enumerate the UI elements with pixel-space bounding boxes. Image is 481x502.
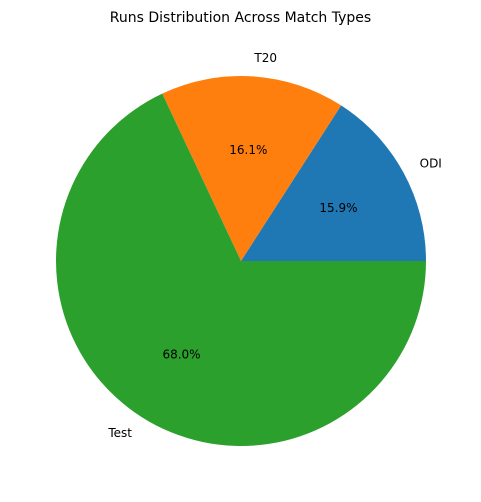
pie-slice-test	[55, 93, 426, 446]
chart-title: Runs Distribution Across Match Types	[110, 10, 371, 26]
slice-label-odi: ODI	[420, 157, 442, 171]
pie-slice-t20	[162, 76, 342, 262]
pie-slices	[55, 76, 426, 446]
pie-slice-odi	[241, 105, 426, 261]
slice-percent-t20: 16.1%	[229, 143, 267, 157]
slice-percent-test: 68.0%	[162, 348, 200, 362]
slice-label-t20: T20	[253, 51, 277, 65]
slice-percent-odi: 15.9%	[319, 201, 357, 215]
pie-labels: ODI 15.9% T20 16.1% Test 68.0%	[107, 51, 442, 440]
slice-label-test: Test	[107, 426, 132, 440]
